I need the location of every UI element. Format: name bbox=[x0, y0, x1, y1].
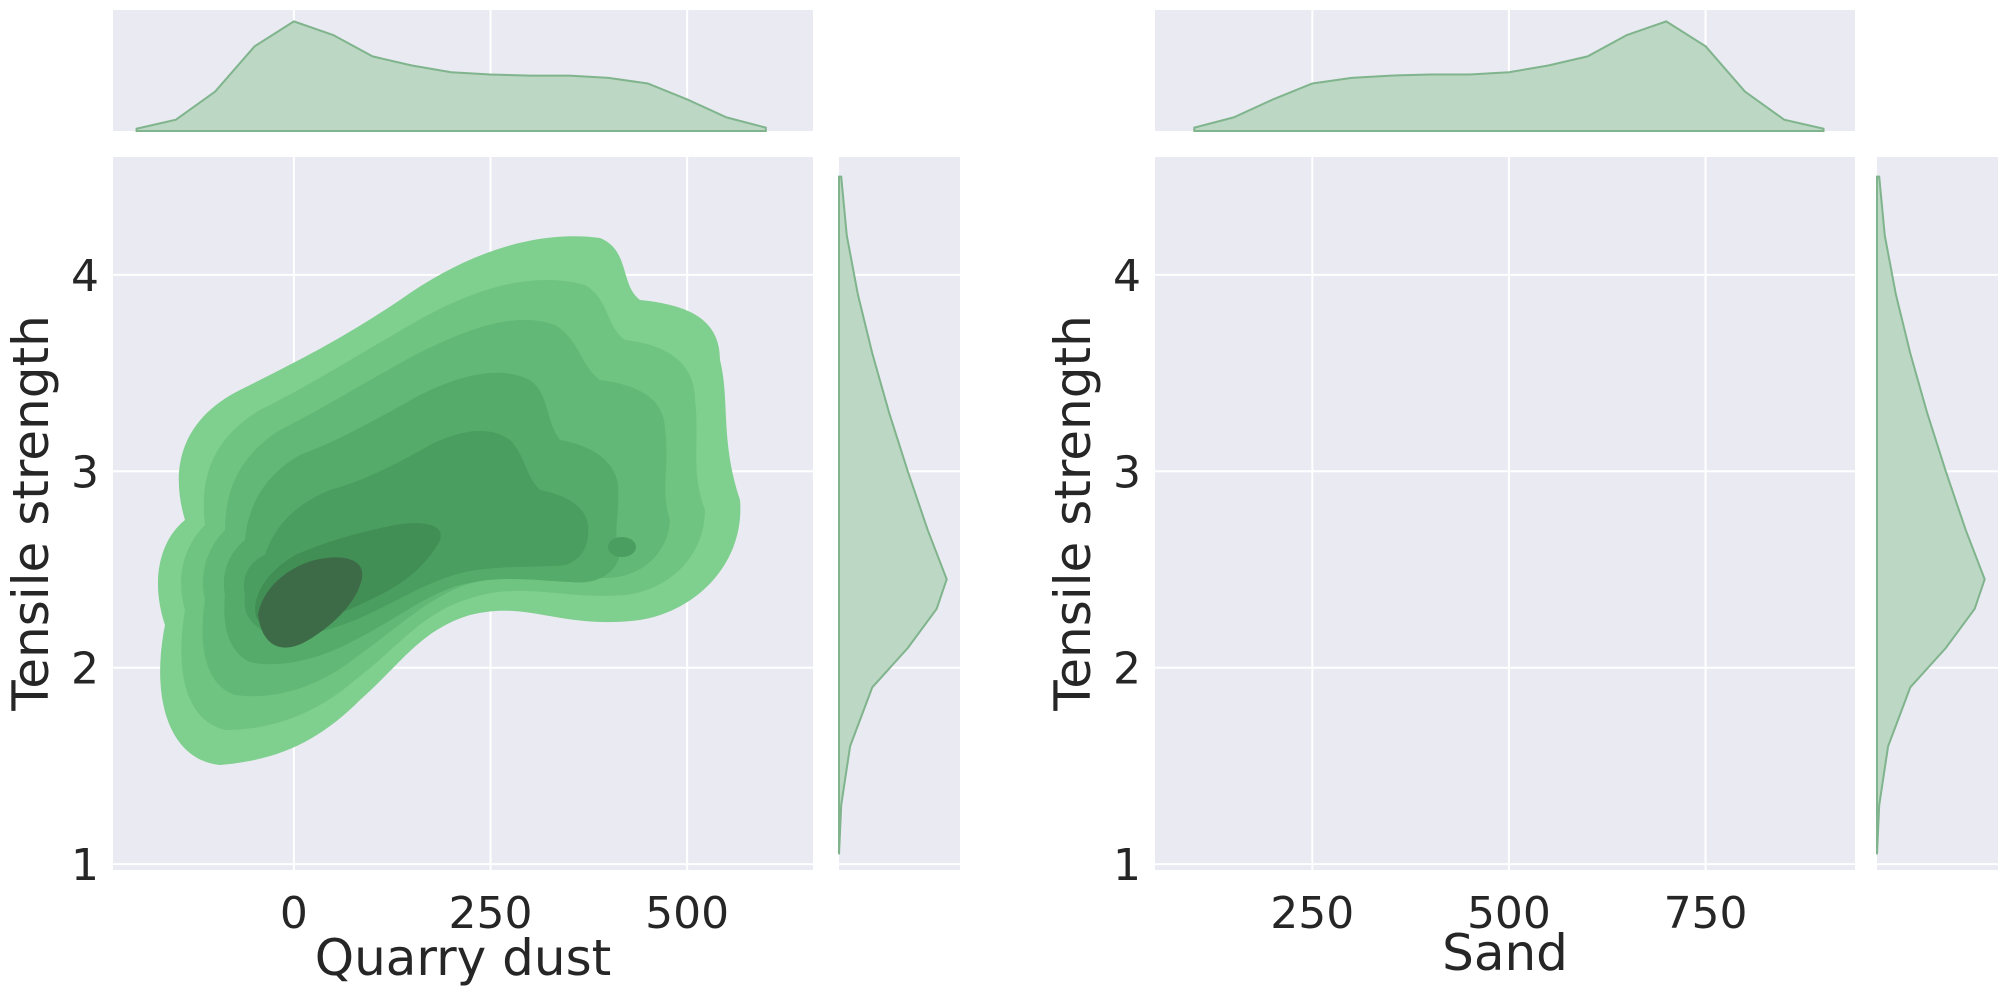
main-grid bbox=[1155, 157, 1855, 870]
marginal-x-density bbox=[135, 20, 767, 132]
kde-secondary-peak bbox=[608, 537, 636, 557]
x-tick-labels: 0 250 500 bbox=[280, 888, 729, 939]
x-tick-label: 250 bbox=[449, 888, 533, 939]
y-tick-label: 2 bbox=[71, 644, 99, 695]
x-tick-label: 0 bbox=[280, 888, 308, 939]
x-tick-label: 250 bbox=[1270, 888, 1354, 939]
y-axis-label: Tensile strength bbox=[1044, 315, 1102, 712]
y-tick-label: 3 bbox=[1113, 447, 1141, 498]
y-tick-label: 1 bbox=[71, 840, 99, 891]
joint-plot-sand: 250 500 750 1 2 3 4 Sand Tensile strength bbox=[1044, 10, 1998, 982]
y-tick-label: 2 bbox=[1113, 644, 1141, 695]
kde-peak-core bbox=[258, 557, 363, 648]
marginal-y-density bbox=[1876, 175, 1986, 855]
x-tick-label: 750 bbox=[1664, 888, 1748, 939]
joint-plot-quarry-dust: 0 250 500 1 2 3 4 Quarry dust Tensile strengt… bbox=[2, 10, 960, 987]
y-axis-label: Tensile strength bbox=[2, 315, 60, 712]
y-tick-labels: 1 2 3 4 bbox=[71, 251, 99, 891]
x-tick-labels: 250 500 750 bbox=[1270, 888, 1747, 939]
x-axis-label: Sand bbox=[1442, 924, 1568, 982]
y-tick-label: 3 bbox=[71, 447, 99, 498]
marginal-y-density bbox=[838, 175, 948, 855]
marginal-x-density bbox=[1193, 20, 1825, 132]
x-tick-label: 500 bbox=[1467, 888, 1551, 939]
y-tick-labels: 1 2 3 4 bbox=[1113, 251, 1141, 891]
y-tick-label: 4 bbox=[71, 251, 99, 302]
x-tick-label: 500 bbox=[645, 888, 729, 939]
y-tick-label: 1 bbox=[1113, 840, 1141, 891]
y-tick-label: 4 bbox=[1113, 251, 1141, 302]
main-panel bbox=[1155, 157, 1855, 870]
kde-contours bbox=[157, 236, 741, 765]
x-axis-label: Quarry dust bbox=[315, 929, 611, 987]
